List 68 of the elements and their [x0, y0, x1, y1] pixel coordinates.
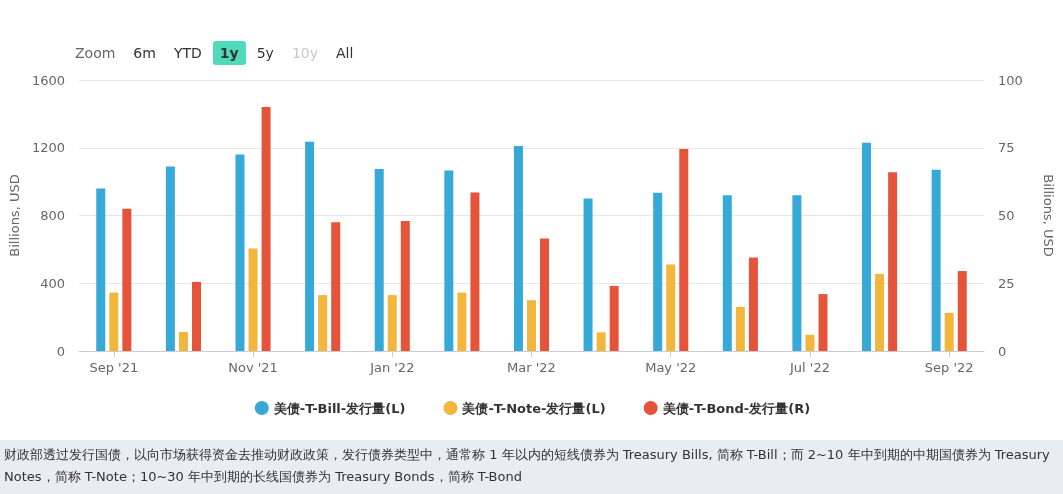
bar	[944, 312, 954, 351]
bar	[540, 238, 550, 351]
x-tick-label: Mar '22	[507, 360, 556, 375]
bar	[527, 300, 536, 351]
bar	[444, 170, 454, 351]
bar	[96, 188, 106, 351]
bar	[248, 248, 258, 351]
y-tick-label: 0	[56, 343, 65, 359]
y-tick-label: 400	[40, 275, 65, 291]
x-tick-label: Jan '22	[369, 360, 415, 375]
bar	[666, 264, 676, 351]
legend-label: 美债-T-Note-发行量(L)	[461, 400, 606, 416]
bar	[583, 198, 593, 351]
bar	[931, 169, 941, 351]
bar	[818, 294, 828, 351]
x-tick-label: Jul '22	[788, 360, 830, 375]
bar	[748, 257, 758, 351]
bar	[888, 172, 898, 351]
y2-axis-title: Billions, USD	[1041, 174, 1056, 257]
bar	[191, 281, 201, 351]
bar	[331, 222, 341, 351]
legend-label: 美债-T-Bill-发行量(L)	[272, 400, 406, 416]
bar	[679, 149, 689, 351]
x-tick-label: Nov '21	[228, 360, 278, 375]
range-label: 5y	[256, 45, 274, 61]
bar	[235, 154, 245, 351]
y-axis-title: Billions, USD	[7, 174, 22, 257]
bar	[457, 292, 467, 351]
bar	[374, 168, 384, 351]
y-tick-label: 800	[40, 208, 65, 223]
y2-tick-label: 25	[998, 275, 1015, 291]
y2-tick-label: 75	[998, 140, 1015, 156]
bar	[178, 332, 188, 351]
bar	[305, 141, 315, 351]
bar	[957, 271, 967, 351]
bar	[400, 220, 410, 351]
range-label: YTD	[173, 45, 202, 61]
x-tick-label: May '22	[645, 360, 697, 375]
zoom-label: Zoom	[75, 45, 116, 61]
bar	[609, 285, 619, 351]
x-tick-label: Sep '22	[924, 360, 974, 375]
bar	[596, 332, 606, 351]
y2-tick-label: 100	[998, 72, 1023, 88]
range-label: 6m	[133, 45, 156, 61]
bar	[122, 208, 132, 351]
bar	[387, 295, 397, 351]
bar	[653, 192, 663, 351]
bar	[722, 195, 732, 351]
range-label: All	[336, 45, 354, 61]
bar	[470, 192, 480, 351]
bar	[875, 273, 885, 351]
y-tick-label: 1200	[31, 140, 65, 156]
bar	[165, 166, 175, 351]
bar	[318, 295, 328, 351]
y2-tick-label: 50	[998, 208, 1015, 223]
legend-label: 美债-T-Bond-发行量(R)	[661, 400, 811, 416]
bar	[805, 334, 815, 351]
bar	[792, 195, 802, 351]
y-tick-label: 1600	[31, 72, 65, 88]
y2-tick-label: 0	[998, 343, 1007, 359]
bar	[735, 306, 745, 351]
text: 财政部透过发行国债，以向市场获得资金去推动财政政策，发行债券类型中，通常称 1 年以内的短线债券为 Treasury Bills, 简称 T-Bill；而 2~10 年中到期的中期国债券为 Treasury Notes，简称 T-Note；10~30 年中到期的长线国债券为 Treasury Bonds，简称 T-Bond	[0, 440, 1063, 494]
bar	[513, 146, 523, 351]
x-tick-label: Sep '21	[89, 360, 139, 375]
bar	[862, 142, 872, 351]
bar	[261, 107, 271, 351]
bar	[109, 292, 119, 351]
range-label: 1y	[219, 45, 239, 61]
